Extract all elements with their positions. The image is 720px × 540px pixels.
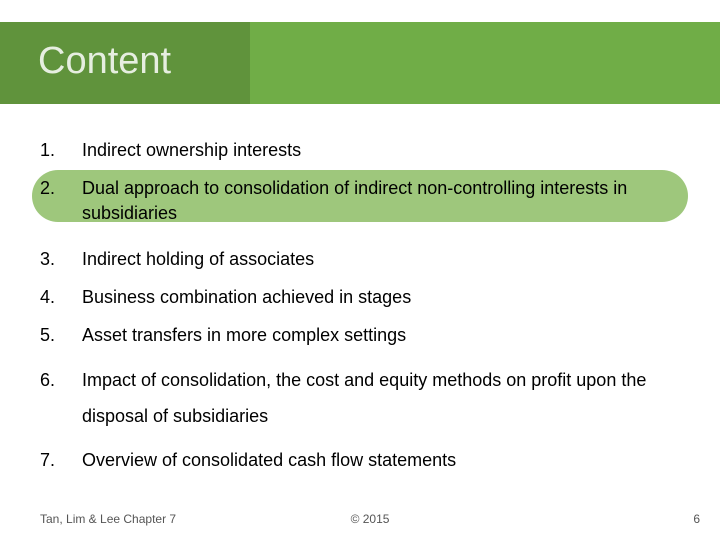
- item-number: 7.: [40, 448, 82, 472]
- item-number: 3.: [40, 247, 82, 271]
- list-item: 6. Impact of consolidation, the cost and…: [40, 362, 680, 434]
- list-item: 5. Asset transfers in more complex setti…: [40, 323, 680, 347]
- footer-left: Tan, Lim & Lee Chapter 7: [40, 512, 176, 526]
- slide: Content 1. Indirect ownership interests …: [0, 0, 720, 540]
- item-number: 6.: [40, 362, 82, 398]
- item-text: Overview of consolidated cash flow state…: [82, 448, 680, 472]
- content-list: 1. Indirect ownership interests 2. Dual …: [40, 138, 680, 486]
- item-text: Business combination achieved in stages: [82, 285, 680, 309]
- item-number: 2.: [40, 176, 82, 200]
- item-number: 5.: [40, 323, 82, 347]
- item-text: Asset transfers in more complex settings: [82, 323, 680, 347]
- list-item: 7. Overview of consolidated cash flow st…: [40, 448, 680, 472]
- footer-page-number: 6: [693, 512, 700, 526]
- item-text: Indirect holding of associates: [82, 247, 680, 271]
- item-number: 4.: [40, 285, 82, 309]
- slide-title: Content: [38, 40, 171, 83]
- list-item: 2. Dual approach to consolidation of ind…: [40, 176, 680, 225]
- list-item: 3. Indirect holding of associates: [40, 247, 680, 271]
- item-number: 1.: [40, 138, 82, 162]
- list-item: 4. Business combination achieved in stag…: [40, 285, 680, 309]
- list-item: 1. Indirect ownership interests: [40, 138, 680, 162]
- footer: Tan, Lim & Lee Chapter 7 © 2015 6: [40, 512, 700, 526]
- item-text: Dual approach to consolidation of indire…: [82, 176, 680, 225]
- footer-center: © 2015: [351, 512, 390, 526]
- item-text: Impact of consolidation, the cost and eq…: [82, 362, 680, 434]
- item-text: Indirect ownership interests: [82, 138, 680, 162]
